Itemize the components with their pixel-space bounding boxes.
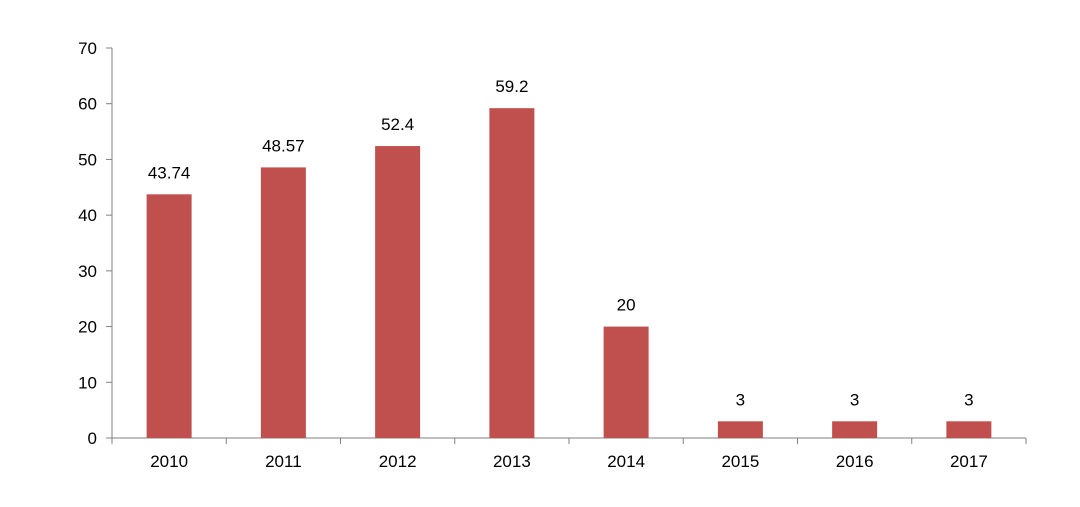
axes — [106, 47, 1027, 444]
data-label-2013: 59.2 — [495, 77, 528, 96]
bar-2016 — [832, 421, 878, 438]
bar-2010 — [146, 194, 192, 438]
y-tick-label: 50 — [78, 150, 97, 169]
x-category-label: 2012 — [379, 452, 417, 471]
x-category-label: 2010 — [150, 452, 188, 471]
data-label-2010: 43.74 — [148, 163, 191, 182]
bar-2014 — [603, 326, 649, 438]
data-label-2012: 52.4 — [381, 115, 414, 134]
data-label-2017: 3 — [964, 390, 973, 409]
x-category-label: 2017 — [950, 452, 988, 471]
y-tick-label: 20 — [78, 318, 97, 337]
x-category-label: 2014 — [607, 452, 645, 471]
y-tick-label: 40 — [78, 206, 97, 225]
y-tick-label: 60 — [78, 95, 97, 114]
x-category-label: 2016 — [836, 452, 874, 471]
bar-2015 — [717, 421, 763, 438]
x-category-label: 2011 — [265, 452, 302, 471]
labels: 0 10 20 30 40 50 60 70 2010 43.74 2011 48.57 2012 52.… — [78, 39, 988, 471]
y-tick-label: 70 — [78, 39, 97, 58]
bar-2017 — [946, 421, 992, 438]
bar-2012 — [375, 146, 421, 439]
bar-2013 — [489, 108, 535, 439]
x-category-label: 2015 — [721, 452, 759, 471]
bar-2011 — [260, 167, 306, 438]
y-tick-label: 0 — [88, 429, 97, 448]
data-label-2014: 20 — [617, 296, 636, 315]
y-tick-label: 10 — [78, 373, 97, 392]
y-tick-label: 30 — [78, 262, 97, 281]
data-label-2011: 48.57 — [262, 136, 305, 155]
bars — [146, 108, 992, 439]
x-category-label: 2013 — [493, 452, 531, 471]
data-label-2016: 3 — [850, 390, 859, 409]
data-label-2015: 3 — [736, 390, 745, 409]
